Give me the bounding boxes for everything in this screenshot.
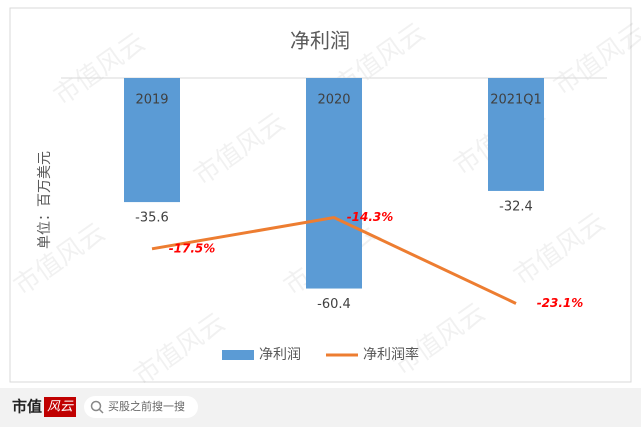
footer-logo-mark-bg (44, 397, 76, 417)
line (151, 216, 517, 305)
bar (306, 78, 362, 289)
x-tick-label: 2021Q1 (490, 93, 542, 108)
footer-logo-mark: 风云 (47, 400, 74, 415)
bar (124, 78, 180, 203)
legend-label: 净利润 (259, 347, 301, 363)
x-tick-label: 2019 (135, 93, 168, 108)
search-box[interactable] (84, 396, 198, 418)
data-label: -32.4 (499, 199, 533, 214)
footer-logo: 市值 (12, 398, 42, 416)
search-icon (90, 400, 102, 412)
legend-swatch (222, 350, 254, 360)
data-label: -17.5% (169, 241, 216, 255)
search-icon-handle (98, 408, 104, 414)
search-text: 买股之前搜一搜 (108, 399, 185, 413)
data-label: -23.1% (537, 296, 584, 310)
data-label: -60.4 (317, 297, 351, 312)
y-axis-title: 单位：百万美元 (37, 151, 53, 249)
bar (488, 78, 544, 191)
legend-label: 净利润率 (363, 346, 419, 363)
chart-title: 净利润 (290, 29, 350, 53)
data-label: -35.6 (135, 211, 169, 226)
x-tick-label: 2020 (317, 93, 350, 108)
data-label: -14.3% (347, 210, 394, 224)
